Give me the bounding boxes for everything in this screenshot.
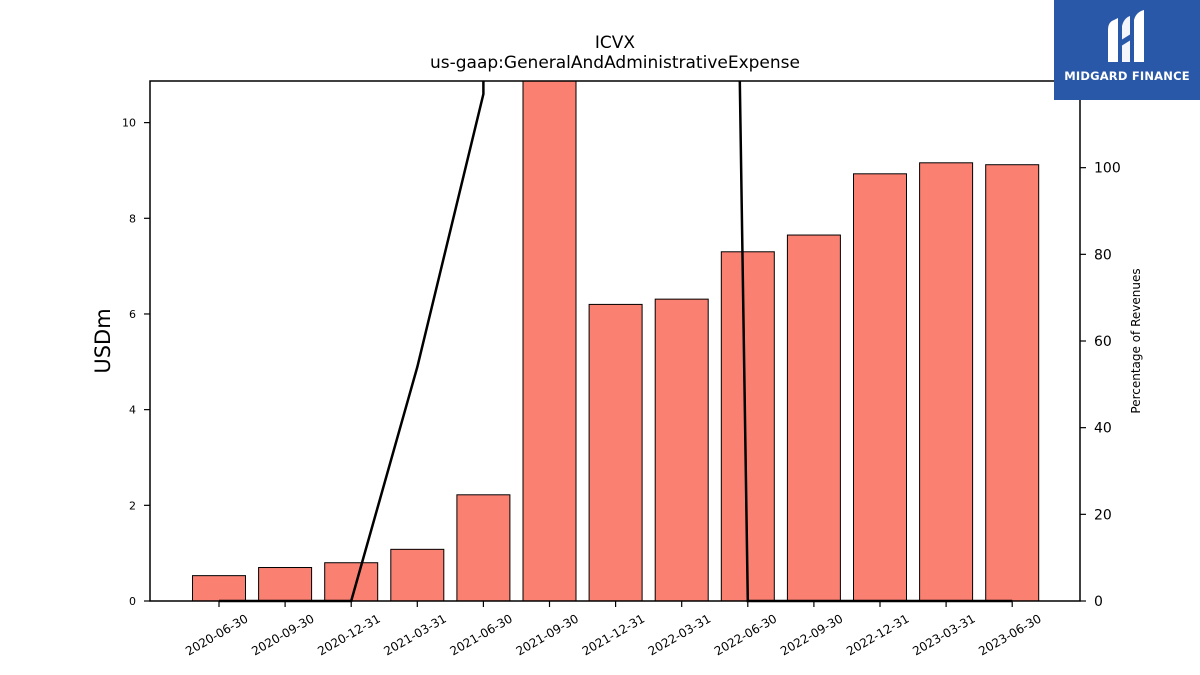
x-tick-label: 2021-03-31 bbox=[381, 611, 448, 658]
x-tick-label: 2021-12-31 bbox=[580, 611, 647, 658]
bar-2020-06-30 bbox=[192, 575, 246, 602]
bar-2021-06-30 bbox=[456, 494, 511, 602]
y-right-tick-label: 40 bbox=[1094, 421, 1112, 437]
y-axis-label-right: Percentage of Revenues bbox=[1129, 268, 1143, 413]
y-right-tick-label: 20 bbox=[1094, 507, 1112, 523]
y-right-tick-label: 100 bbox=[1094, 161, 1121, 177]
bar-2023-06-30 bbox=[985, 164, 1040, 602]
brand-name: MIDGARD FINANCE bbox=[1064, 69, 1190, 83]
y-tick-label: 2 bbox=[129, 499, 136, 512]
y-tick-label: 0 bbox=[129, 595, 136, 608]
chart-subtitle: us-gaap:GeneralAndAdministrativeExpense bbox=[430, 53, 800, 73]
y-right-tick-label: 0 bbox=[1094, 594, 1103, 610]
chart-title: ICVX bbox=[595, 33, 636, 53]
x-tick-label: 2020-06-30 bbox=[183, 611, 250, 658]
y-tick-label: 6 bbox=[129, 308, 136, 321]
x-tick-label: 2021-06-30 bbox=[447, 611, 514, 658]
bar-2022-09-30 bbox=[786, 234, 841, 602]
y-right-tick-label: 60 bbox=[1094, 334, 1112, 350]
x-tick-label: 2022-03-31 bbox=[646, 611, 713, 658]
brand-logo: MIDGARD FINANCE bbox=[1054, 0, 1200, 100]
bar-2021-03-31 bbox=[390, 548, 445, 602]
bar-2021-12-31 bbox=[588, 303, 643, 602]
bar-2022-03-31 bbox=[654, 298, 709, 602]
bar-2023-03-31 bbox=[919, 162, 974, 602]
y-right-tick-label: 80 bbox=[1094, 247, 1112, 263]
midgard-m-logo-icon bbox=[1108, 10, 1144, 62]
bar-2021-09-30 bbox=[522, 80, 577, 602]
bar-2020-12-31 bbox=[324, 562, 379, 602]
y-axis-label: USDm bbox=[91, 308, 115, 373]
x-tick-label: 2022-12-31 bbox=[844, 611, 911, 658]
x-tick-label: 2020-09-30 bbox=[249, 611, 316, 658]
bar-2022-12-31 bbox=[853, 173, 907, 602]
x-tick-label: 2021-09-30 bbox=[514, 611, 581, 658]
bar-2020-09-30 bbox=[258, 567, 313, 602]
x-tick-label: 2020-12-31 bbox=[315, 611, 382, 658]
x-tick-label: 2023-03-31 bbox=[910, 611, 977, 658]
y-tick-label: 4 bbox=[129, 404, 136, 417]
x-tick-label: 2022-06-30 bbox=[712, 611, 779, 658]
x-tick-label: 2023-06-30 bbox=[976, 611, 1043, 658]
y-tick-label: 8 bbox=[129, 212, 136, 225]
y-tick-label: 10 bbox=[122, 117, 136, 130]
x-tick-label: 2022-09-30 bbox=[778, 611, 845, 658]
